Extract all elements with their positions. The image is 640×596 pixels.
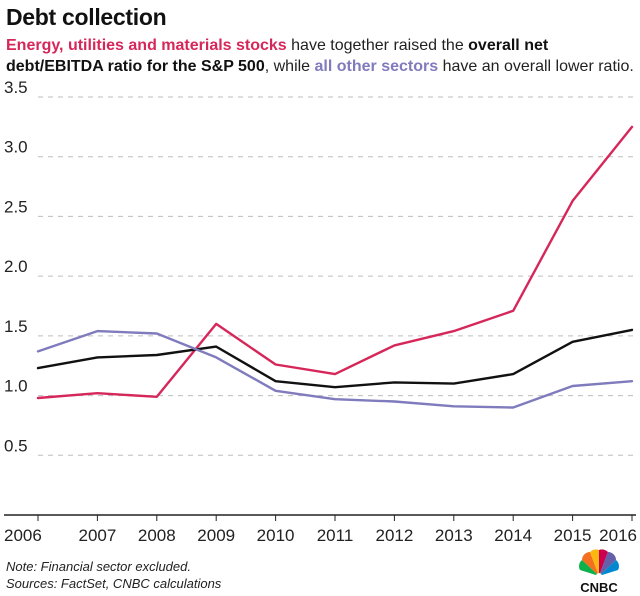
y-tick-label: 3.0 — [4, 138, 28, 157]
subtitle-text-2: , while — [264, 58, 315, 75]
series-line-2 — [36, 328, 634, 389]
subtitle-text-1: have together raised the — [286, 37, 469, 54]
x-tick-label: 2008 — [138, 526, 176, 545]
x-tick-label: 2012 — [375, 526, 413, 545]
line-chart: 0.5 1.0 1.5 2.0 2.5 3.0 3.5 2006 2007 2008 2009 201… — [4, 78, 637, 545]
x-tick-label: 2010 — [257, 526, 295, 545]
x-tick-label: 2014 — [494, 526, 532, 545]
subtitle-text-3: have an overall lower ratio. — [438, 58, 634, 75]
logo-text: CNBC — [580, 580, 618, 594]
subtitle-energy-label: Energy, utilities and materials stocks — [6, 37, 287, 54]
note-text: Note: Financial sector excluded. — [6, 559, 191, 574]
x-tick-label: 2007 — [78, 526, 116, 545]
x-tick-label: 2016 — [599, 526, 637, 545]
y-tick-label: 0.5 — [4, 436, 28, 455]
x-tick-label: 2006 — [4, 526, 42, 545]
y-tick-label: 2.5 — [4, 197, 28, 216]
y-tick-label: 2.0 — [4, 257, 28, 276]
chart-title: Debt collection — [6, 4, 167, 30]
y-tick-label: 1.0 — [4, 377, 28, 396]
series-line-1 — [36, 125, 634, 400]
sources-text: Sources: FactSet, CNBC calculations — [6, 576, 222, 591]
gridlines — [38, 96, 636, 456]
x-axis — [4, 514, 636, 521]
series-lines — [36, 125, 634, 409]
x-tick-label: 2015 — [554, 526, 592, 545]
series-line-3 — [36, 329, 634, 409]
x-tick-label: 2013 — [435, 526, 473, 545]
y-tick-label: 3.5 — [4, 78, 28, 97]
subtitle-overall-label: overall net debt/EBITDA ratio for the S&… — [6, 37, 549, 75]
subtitle-other-label: all other sectors — [314, 58, 439, 75]
chart-notes: Note: Financial sector excluded. Sources… — [6, 558, 221, 592]
x-tick-label: 2011 — [317, 526, 354, 545]
y-tick-label: 1.5 — [4, 317, 28, 336]
peacock-icon — [579, 549, 619, 579]
x-tick-label: 2009 — [197, 526, 235, 545]
chart-subtitle: Energy, utilities and materials stocks h… — [6, 35, 636, 77]
tick-labels: 0.5 1.0 1.5 2.0 2.5 3.0 3.5 2006 2007 2008 2009 201… — [4, 78, 637, 545]
cnbc-peacock-logo: CNBC — [579, 549, 619, 594]
